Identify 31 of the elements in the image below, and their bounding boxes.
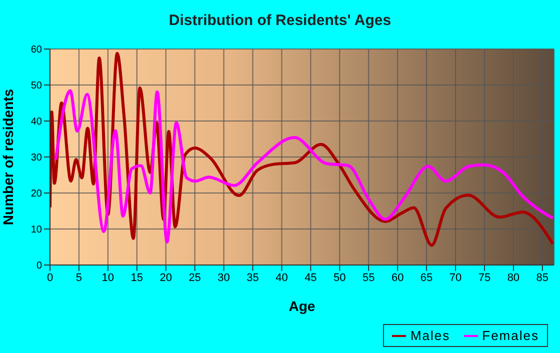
y-tick-label: 10 [30, 224, 42, 236]
x-tick-label: 10 [102, 272, 114, 284]
y-tick-label: 0 [36, 260, 42, 272]
x-tick-label: 0 [46, 272, 54, 284]
x-tick-label: 75 [478, 272, 491, 284]
x-tick-label: 40 [276, 272, 288, 284]
y-tick-label: 40 [30, 116, 42, 128]
chart-title: Distribution of Residents' Ages [168, 12, 392, 29]
y-tick-label: 60 [30, 44, 42, 56]
x-tick-label: 70 [449, 272, 462, 284]
x-tick-label: 25 [188, 272, 201, 284]
x-tick-label: 60 [391, 272, 404, 284]
legend-label: Males [409, 328, 450, 343]
x-tick-label: 55 [362, 272, 375, 284]
x-tick-label: 65 [420, 272, 433, 284]
y-tick-label: 30 [30, 152, 42, 164]
x-tick-label: 20 [160, 272, 172, 284]
x-tick-label: 80 [507, 272, 520, 284]
x-tick-label: 30 [218, 272, 230, 284]
x-tick-label: 45 [304, 272, 317, 284]
y-axis-title: Number of residents [0, 88, 16, 226]
x-tick-label: 35 [246, 272, 259, 284]
x-tick-label: 85 [536, 272, 549, 284]
x-tick-label: 50 [334, 272, 346, 284]
y-tick-label: 50 [30, 80, 42, 92]
x-tick-label: 15 [130, 272, 144, 284]
x-tick-label: 5 [76, 272, 82, 284]
x-axis-title: Age [288, 298, 316, 314]
y-tick-label: 20 [30, 188, 42, 200]
legend-label: Females [481, 328, 539, 343]
line-series [54, 89, 554, 244]
